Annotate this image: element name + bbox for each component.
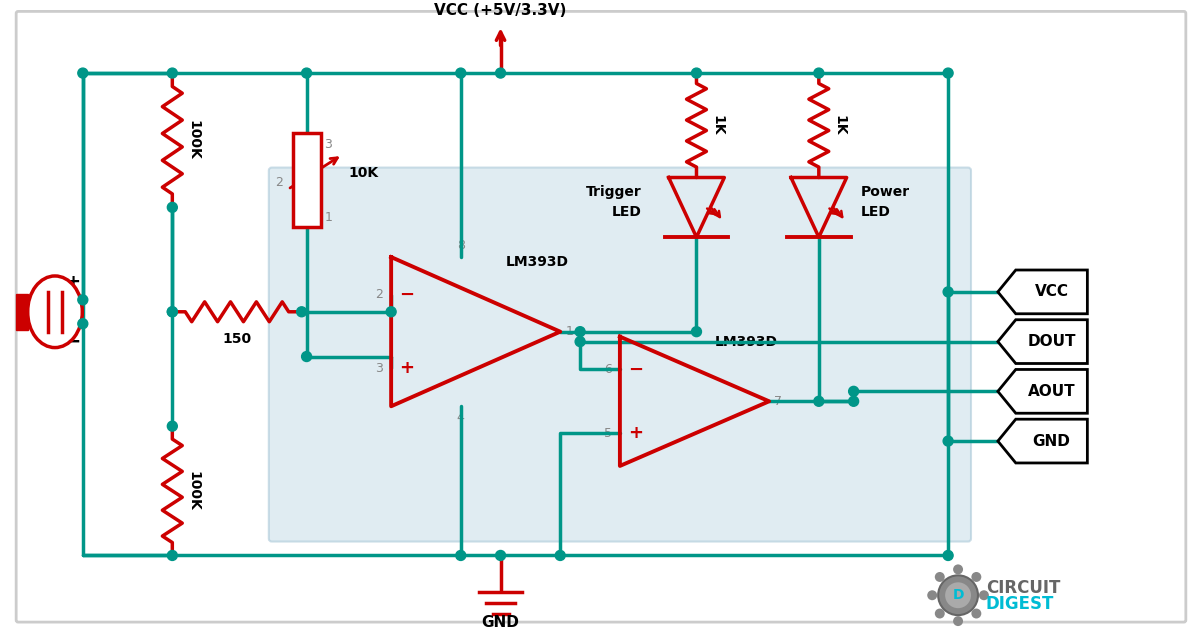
Circle shape bbox=[978, 590, 989, 600]
Text: +: + bbox=[627, 424, 643, 442]
Text: Trigger: Trigger bbox=[587, 186, 642, 200]
Circle shape bbox=[302, 68, 311, 78]
Text: LED: LED bbox=[612, 205, 642, 220]
Text: 7: 7 bbox=[774, 395, 783, 408]
Text: −: − bbox=[399, 286, 415, 304]
Text: 2: 2 bbox=[275, 176, 282, 189]
Text: 100K: 100K bbox=[186, 120, 201, 159]
Text: LM393D: LM393D bbox=[714, 335, 778, 349]
Ellipse shape bbox=[28, 276, 82, 348]
Polygon shape bbox=[998, 419, 1088, 463]
Circle shape bbox=[814, 396, 823, 406]
Circle shape bbox=[944, 68, 953, 78]
Circle shape bbox=[167, 202, 178, 212]
Text: LM393D: LM393D bbox=[506, 255, 569, 269]
Circle shape bbox=[971, 572, 981, 582]
Circle shape bbox=[849, 396, 858, 406]
Text: 4: 4 bbox=[457, 412, 465, 424]
Circle shape bbox=[167, 421, 178, 431]
Text: DOUT: DOUT bbox=[1028, 334, 1076, 349]
Circle shape bbox=[456, 68, 465, 78]
Text: 6: 6 bbox=[605, 363, 612, 376]
Circle shape bbox=[849, 387, 858, 396]
Text: 1: 1 bbox=[325, 211, 333, 224]
Circle shape bbox=[167, 307, 178, 317]
Circle shape bbox=[691, 68, 702, 78]
Circle shape bbox=[78, 295, 88, 305]
Text: +: + bbox=[399, 360, 415, 378]
Polygon shape bbox=[998, 369, 1088, 413]
Text: +: + bbox=[65, 273, 81, 291]
Text: 3: 3 bbox=[375, 362, 383, 375]
Circle shape bbox=[386, 307, 397, 317]
Circle shape bbox=[302, 351, 311, 362]
Polygon shape bbox=[998, 320, 1088, 364]
Polygon shape bbox=[998, 270, 1088, 314]
Text: 1K: 1K bbox=[833, 115, 846, 135]
Text: AOUT: AOUT bbox=[1028, 384, 1076, 399]
Circle shape bbox=[167, 307, 178, 317]
Circle shape bbox=[939, 575, 978, 615]
Circle shape bbox=[495, 550, 506, 561]
Circle shape bbox=[944, 287, 953, 297]
Text: VCC: VCC bbox=[1035, 284, 1069, 300]
FancyBboxPatch shape bbox=[16, 12, 1186, 622]
Bar bbox=[16, 294, 28, 330]
Text: LED: LED bbox=[861, 205, 891, 220]
Circle shape bbox=[575, 326, 585, 337]
Text: 1: 1 bbox=[65, 317, 73, 330]
Circle shape bbox=[575, 337, 585, 347]
Circle shape bbox=[971, 609, 981, 618]
Circle shape bbox=[945, 582, 971, 608]
Circle shape bbox=[167, 68, 178, 78]
Circle shape bbox=[935, 572, 945, 582]
Text: Power: Power bbox=[861, 186, 910, 200]
FancyBboxPatch shape bbox=[269, 168, 971, 541]
Circle shape bbox=[814, 68, 823, 78]
Text: 1K: 1K bbox=[710, 115, 725, 135]
Circle shape bbox=[297, 307, 307, 317]
Circle shape bbox=[944, 550, 953, 561]
Text: 8: 8 bbox=[457, 239, 465, 252]
Circle shape bbox=[167, 550, 178, 561]
Text: 3: 3 bbox=[325, 138, 333, 151]
Bar bbox=[292, 132, 321, 227]
Text: DIGEST: DIGEST bbox=[986, 595, 1054, 613]
Circle shape bbox=[495, 68, 506, 78]
Text: −: − bbox=[64, 332, 82, 351]
Text: 150: 150 bbox=[222, 332, 251, 346]
Text: 2: 2 bbox=[375, 289, 383, 301]
Circle shape bbox=[78, 68, 88, 78]
Circle shape bbox=[944, 436, 953, 446]
Text: −: − bbox=[627, 360, 643, 378]
Circle shape bbox=[78, 319, 88, 329]
Text: D: D bbox=[952, 588, 964, 602]
Circle shape bbox=[953, 564, 963, 574]
Text: GND: GND bbox=[482, 615, 519, 630]
Circle shape bbox=[935, 609, 945, 618]
Text: 1: 1 bbox=[565, 325, 573, 338]
Circle shape bbox=[953, 616, 963, 626]
Text: VCC (+5V/3.3V): VCC (+5V/3.3V) bbox=[434, 3, 566, 19]
Circle shape bbox=[691, 326, 702, 337]
Text: 5: 5 bbox=[603, 427, 612, 440]
Circle shape bbox=[456, 550, 465, 561]
Text: 2: 2 bbox=[65, 293, 73, 307]
Text: CIRCUIT: CIRCUIT bbox=[986, 579, 1060, 597]
Circle shape bbox=[555, 550, 565, 561]
Text: GND: GND bbox=[1033, 433, 1071, 449]
Text: 10K: 10K bbox=[349, 166, 379, 180]
Text: 100K: 100K bbox=[186, 471, 201, 511]
Circle shape bbox=[927, 590, 938, 600]
